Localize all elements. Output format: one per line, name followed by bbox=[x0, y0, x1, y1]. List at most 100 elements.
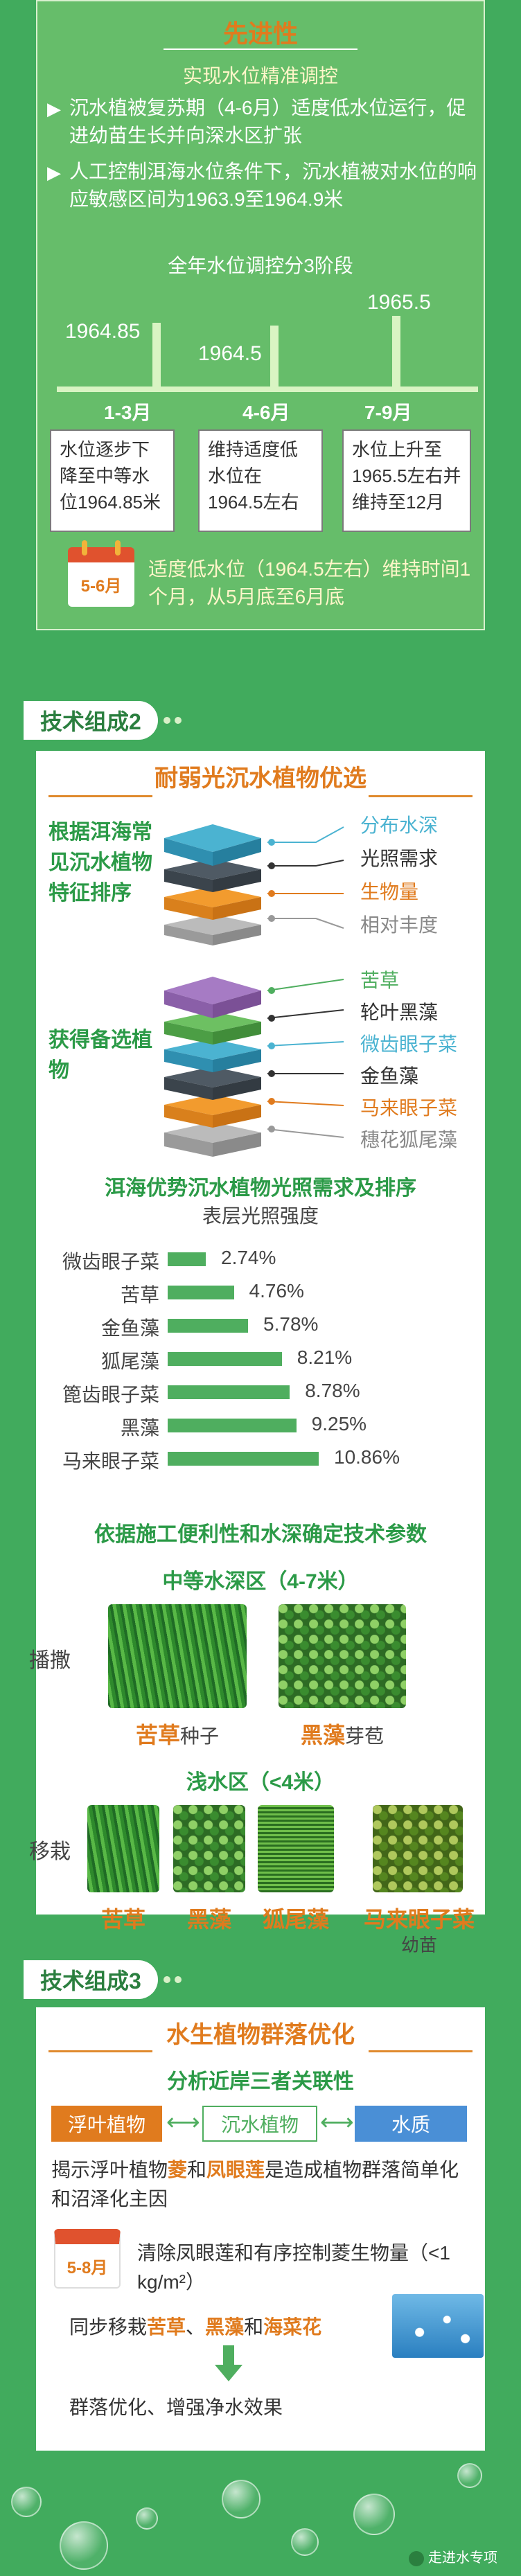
chart-category-label: 金鱼藻 bbox=[100, 1317, 159, 1339]
bubble bbox=[60, 2521, 108, 2570]
calendar-label: 5-6月 bbox=[80, 577, 122, 596]
watermark: 走进水专项 bbox=[409, 2546, 497, 2566]
reveal-hyacinth: 凤眼莲 bbox=[206, 2159, 265, 2180]
chart-category-label: 黑藻 bbox=[120, 1417, 159, 1439]
timeline-axis bbox=[57, 387, 478, 392]
section-badge-3: 技术组成3 bbox=[24, 1960, 182, 1999]
sync-sep1: 、 bbox=[186, 2316, 206, 2338]
section-badge-2: 技术组成2 bbox=[24, 701, 182, 740]
bubble bbox=[222, 2480, 260, 2519]
param-title: 依据施工便利性和水深确定技术参数 bbox=[94, 1523, 427, 1546]
cap2-eelgrass: 苦草 bbox=[100, 1907, 145, 1932]
chart-bar bbox=[168, 1286, 234, 1299]
criteria-list: 分布水深 光照需求 生物量 相对丰度 bbox=[360, 810, 485, 943]
title-rule-right bbox=[369, 795, 473, 797]
reveal-pre: 揭示浮叶植物 bbox=[51, 2159, 168, 2180]
calendar-icon: 5-6月 bbox=[68, 547, 134, 607]
chart-category-label: 马来眼子菜 bbox=[62, 1450, 159, 1472]
photo-malay-pondweed bbox=[373, 1805, 463, 1892]
chart-category-label: 微齿眼子菜 bbox=[62, 1251, 159, 1272]
double-arrow-icon: ⟷ bbox=[166, 2109, 200, 2135]
criteria-abundance: 相对丰度 bbox=[360, 914, 439, 936]
badge-dot-3 bbox=[163, 1976, 170, 1983]
criteria-biomass: 生物量 bbox=[360, 881, 419, 903]
title-underline bbox=[164, 48, 357, 50]
light-card bbox=[36, 751, 485, 1915]
chart-category-label: 狐尾藻 bbox=[100, 1351, 159, 1372]
photo-foxtail bbox=[258, 1805, 334, 1892]
cap-eelgrass: 苦草 bbox=[135, 1723, 180, 1748]
candidate-6: 穗花狐尾藻 bbox=[360, 1129, 458, 1151]
rule-right-3 bbox=[369, 2050, 473, 2052]
criteria-depth: 分布水深 bbox=[360, 815, 439, 836]
transplant-label: 移栽 bbox=[29, 1840, 71, 1863]
clear-text: 清除凤眼莲和有序控制菱生物量（<1 kg/m²） bbox=[137, 2242, 450, 2293]
candidate-4: 金鱼藻 bbox=[360, 1065, 419, 1087]
advantage-subtitle: 实现水位精准调控 bbox=[182, 65, 338, 87]
title-rule-left bbox=[48, 795, 152, 797]
level-bar-1 bbox=[152, 323, 161, 387]
chart-category-label: 苦草 bbox=[120, 1284, 159, 1306]
candidates-connectors bbox=[267, 979, 344, 1138]
candidate-3: 微齿眼子菜 bbox=[360, 1033, 458, 1055]
candidate-1: 苦草 bbox=[360, 970, 400, 991]
mid-depth-title: 中等水深区（4-7米） bbox=[162, 1570, 359, 1593]
sync-pre: 同步移栽 bbox=[69, 2316, 148, 2338]
sync-hydrilla: 黑藻 bbox=[205, 2316, 245, 2338]
light-title: 耐弱光沉水植物优选 bbox=[154, 765, 367, 792]
badge-dot bbox=[163, 717, 170, 724]
light-chart: 微齿眼子菜 2.74% 苦草 4.76% 金鱼藻 5.78% 狐尾藻 8.21% 篦齿眼子菜 8.… bbox=[0, 1247, 521, 1489]
chart-bar bbox=[168, 1452, 319, 1466]
chart-subtitle: 表层光照强度 bbox=[202, 1205, 319, 1227]
chart-bar bbox=[168, 1352, 282, 1366]
calendar-label-2: 5-8月 bbox=[67, 2259, 108, 2277]
cap2-seedling: 幼苗 bbox=[400, 1935, 437, 1955]
section-badge-3-label: 技术组成3 bbox=[40, 1969, 141, 1993]
pill-floating: 浮叶植物 bbox=[51, 2106, 162, 2142]
pill-submerged: 沉水植物 bbox=[202, 2106, 317, 2142]
reveal-post: 是造成植物群落简单化和沼泽化主因 bbox=[51, 2159, 459, 2210]
sowing-label: 播撒 bbox=[29, 1649, 71, 1672]
community-subtitle: 分析近岸三者关联性 bbox=[167, 2070, 354, 2093]
advantage-title: 先进性 bbox=[222, 19, 298, 48]
badge-dot-2 bbox=[174, 717, 182, 724]
month-1: 1-3月 bbox=[104, 402, 152, 423]
candidates-stack bbox=[164, 977, 261, 1157]
bullet-1: 沉水植被复苏期（4-6月）适度低水位运行，促进幼苗生长并向深水区扩张 bbox=[69, 97, 466, 146]
sync-text: 同步移栽苦草、黑藻和海菜花 bbox=[69, 2312, 402, 2340]
lake-flowers-photo bbox=[392, 2294, 484, 2358]
bubble bbox=[353, 2494, 395, 2535]
stage-desc-3: 水位上升至1965.5左右并维持至12月 bbox=[342, 429, 471, 532]
criteria-label: 根据洱海常见沉水植物特征排序 bbox=[48, 821, 152, 905]
chart-value-label: 5.78% bbox=[263, 1313, 319, 1335]
down-arrow-icon bbox=[215, 2345, 242, 2383]
chart-value-label: 2.74% bbox=[221, 1247, 276, 1268]
chart-bar bbox=[168, 1319, 249, 1333]
bullet-2: 人工控制洱海水位条件下，沉水植被对水位的响应敏感区间为1963.9至1964.9… bbox=[69, 161, 477, 210]
bubble bbox=[457, 2463, 482, 2488]
criteria-connectors bbox=[267, 826, 344, 929]
chart-bar bbox=[168, 1419, 297, 1432]
photo-hydrilla-2 bbox=[173, 1805, 245, 1892]
chart-bar bbox=[168, 1252, 206, 1266]
watermark-text: 走进水专项 bbox=[428, 2550, 497, 2566]
calendar-icon-2: 5-8月 bbox=[54, 2229, 121, 2289]
chart-value-label: 8.78% bbox=[305, 1380, 360, 1401]
stage-desc-2: 维持适度低水位在1964.5左右 bbox=[198, 429, 323, 532]
hydrilla-photo bbox=[279, 1604, 406, 1708]
reveal-text: 揭示浮叶植物菱和凤眼莲是造成植物群落简单化和沼泽化主因 bbox=[51, 2156, 474, 2214]
cap2-malay: 马来眼子菜 bbox=[363, 1907, 475, 1932]
watermark-icon bbox=[409, 2550, 424, 2566]
photo-eelgrass-2 bbox=[87, 1805, 159, 1892]
candidates-list: 苦草 轮叶黑藻 微齿眼子菜 金鱼藻 马来眼子菜 穗花狐尾藻 bbox=[360, 966, 492, 1157]
reveal-ling: 菱 bbox=[168, 2159, 188, 2180]
section-badge-2-label: 技术组成2 bbox=[40, 709, 141, 734]
level-bar-3 bbox=[392, 316, 400, 387]
calendar-ring-l bbox=[82, 540, 87, 556]
low-level-note: 适度低水位（1964.5左右）维持时间1个月，从5月底至6月底 bbox=[148, 558, 471, 607]
bubble bbox=[11, 2487, 42, 2517]
bubble bbox=[291, 2528, 319, 2556]
eelgrass-photo bbox=[108, 1604, 247, 1708]
sync-ottelia: 海菜花 bbox=[263, 2316, 322, 2338]
badge-dot-4 bbox=[174, 1976, 182, 1983]
